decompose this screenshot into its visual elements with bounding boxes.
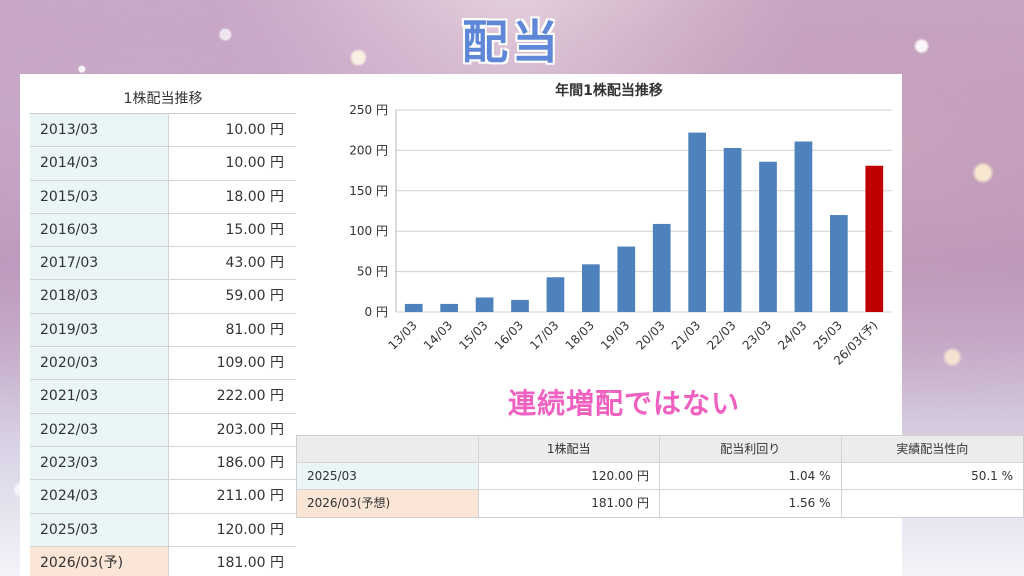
row-date: 2026/03(予) <box>30 546 169 576</box>
bar <box>723 147 742 312</box>
y-tick-label: 100 円 <box>349 224 388 238</box>
bar <box>794 141 813 312</box>
x-tick-label: 22/03 <box>704 318 738 352</box>
dividend-history-table: 2013/03 10.00 円 2014/03 10.00 円 2015/03 18.00… <box>30 114 296 576</box>
row-dividend: 181.00 円 <box>216 554 284 571</box>
row-dividend: 211.00 円 <box>216 488 284 505</box>
bar <box>511 299 529 312</box>
row-date: 2017/03 <box>30 247 169 280</box>
x-tick-label: 24/03 <box>775 318 809 352</box>
row-dividend: 203.00 円 <box>216 421 284 438</box>
bar <box>440 303 458 312</box>
row-date: 2019/03 <box>30 313 169 347</box>
table-row: 2016/03 15.00 円 <box>30 213 296 248</box>
x-tick-label: 21/03 <box>669 318 703 352</box>
y-tick-label: 150 円 <box>349 184 388 198</box>
row-dividend: 59.00 円 <box>225 288 284 305</box>
chart-title: 年間1株配当推移 <box>555 83 663 99</box>
dividend-summary-table: 1株配当 配当利回り 実績配当性向 2025/03 120.00 円 1.04 % 50.1… <box>296 435 1024 518</box>
cell-payout <box>842 490 1024 517</box>
column-header: 配当利回り <box>660 436 842 462</box>
table-row: 2017/03 43.00 円 <box>30 247 296 281</box>
cell-label: 2026/03(予想) <box>297 490 479 517</box>
table-row: 2013/03 10.00 円 <box>30 114 296 148</box>
row-dividend: 15.00 円 <box>225 221 284 238</box>
row-date: 2020/03 <box>30 347 169 380</box>
row-date: 2015/03 <box>30 180 169 213</box>
bar <box>617 246 636 312</box>
bar <box>759 161 777 312</box>
cell-yield: 1.04 % <box>660 463 842 489</box>
table-row: 2023/03 186.00 円 <box>30 446 296 481</box>
table-row: 2026/03(予) 181.00 円 <box>30 546 296 576</box>
row-dividend: 10.00 円 <box>225 155 284 172</box>
bar <box>830 215 848 312</box>
table-row: 2020/03 109.00 円 <box>30 347 296 381</box>
dividend-chart: 年間1株配当推移 0 円 50 円 100 円 150 円 200 円 250 円 13/0… <box>316 80 902 380</box>
table-header-row: 1株配当 配当利回り 実績配当性向 <box>297 436 1023 463</box>
row-dividend: 81.00 円 <box>225 321 284 338</box>
cell-yield: 1.56 % <box>660 490 842 517</box>
bar <box>652 223 671 312</box>
cell-dividend: 181.00 円 <box>479 490 660 517</box>
x-tick-label: 17/03 <box>527 318 561 352</box>
row-dividend: 10.00 円 <box>225 122 284 138</box>
row-date: 2014/03 <box>30 147 169 180</box>
table-row: 2015/03 18.00 円 <box>30 180 296 214</box>
row-date: 2024/03 <box>30 480 169 513</box>
table-row: 2024/03 211.00 円 <box>30 480 296 514</box>
x-tick-label: 20/03 <box>633 318 667 352</box>
y-tick-label: 200 円 <box>349 143 388 157</box>
row-dividend: 109.00 円 <box>216 355 284 372</box>
x-tick-label: 15/03 <box>456 318 490 352</box>
bar <box>865 165 884 312</box>
row-date: 2016/03 <box>30 213 169 247</box>
table-row: 2025/03 120.00 円 <box>30 513 296 547</box>
row-date: 2022/03 <box>30 413 169 446</box>
row-date: 2023/03 <box>30 446 169 480</box>
row-dividend: 18.00 円 <box>225 188 284 205</box>
cell-payout: 50.1 % <box>971 469 1013 483</box>
bar <box>475 297 494 312</box>
row-date: 2021/03 <box>30 380 169 413</box>
x-tick-label: 14/03 <box>421 318 455 352</box>
page-headline: 配当 <box>462 15 562 69</box>
table-row: 2022/03 203.00 円 <box>30 413 296 447</box>
bar <box>582 264 600 312</box>
table-row: 2021/03 222.00 円 <box>30 380 296 414</box>
table-row: 2026/03(予想) 181.00 円 1.56 % <box>297 490 1023 517</box>
no-consecutive-increase-note: 連続増配ではない <box>508 387 741 420</box>
y-tick-label: 250 円 <box>349 103 388 117</box>
table-row: 2025/03 120.00 円 1.04 % 50.1 % <box>297 463 1023 490</box>
cell-label: 2025/03 <box>297 463 479 489</box>
row-dividend: 222.00 円 <box>216 388 284 405</box>
y-tick-label: 0 円 <box>365 305 388 319</box>
row-date: 2013/03 <box>30 114 169 147</box>
row-date: 2025/03 <box>30 513 169 546</box>
table-row: 2014/03 10.00 円 <box>30 147 296 181</box>
table-row: 2019/03 81.00 円 <box>30 313 296 348</box>
dividend-history-title: 1株配当推移 <box>30 84 296 114</box>
x-tick-label: 25/03 <box>811 318 845 352</box>
row-dividend: 186.00 円 <box>216 454 284 471</box>
column-header: 実績配当性向 <box>841 436 1023 462</box>
x-tick-label: 13/03 <box>385 318 419 352</box>
x-tick-label: 18/03 <box>563 318 597 352</box>
table-row: 2018/03 59.00 円 <box>30 280 296 314</box>
row-date: 2018/03 <box>30 280 169 313</box>
dividend-bar-chart: 0 円 50 円 100 円 150 円 200 円 250 円 13/03 14/03 15/… <box>349 103 892 368</box>
y-tick-label: 50 円 <box>357 265 388 279</box>
cell-dividend: 120.00 円 <box>479 463 660 489</box>
column-header <box>297 436 479 462</box>
bar <box>688 132 706 312</box>
row-dividend: 120.00 円 <box>216 521 284 538</box>
column-header: 1株配当 <box>478 436 660 462</box>
x-tick-label: 19/03 <box>598 318 632 352</box>
x-tick-label: 23/03 <box>740 318 774 352</box>
bar <box>404 303 423 312</box>
row-dividend: 43.00 円 <box>225 255 284 272</box>
bar <box>546 277 565 312</box>
x-tick-label: 16/03 <box>492 318 526 352</box>
